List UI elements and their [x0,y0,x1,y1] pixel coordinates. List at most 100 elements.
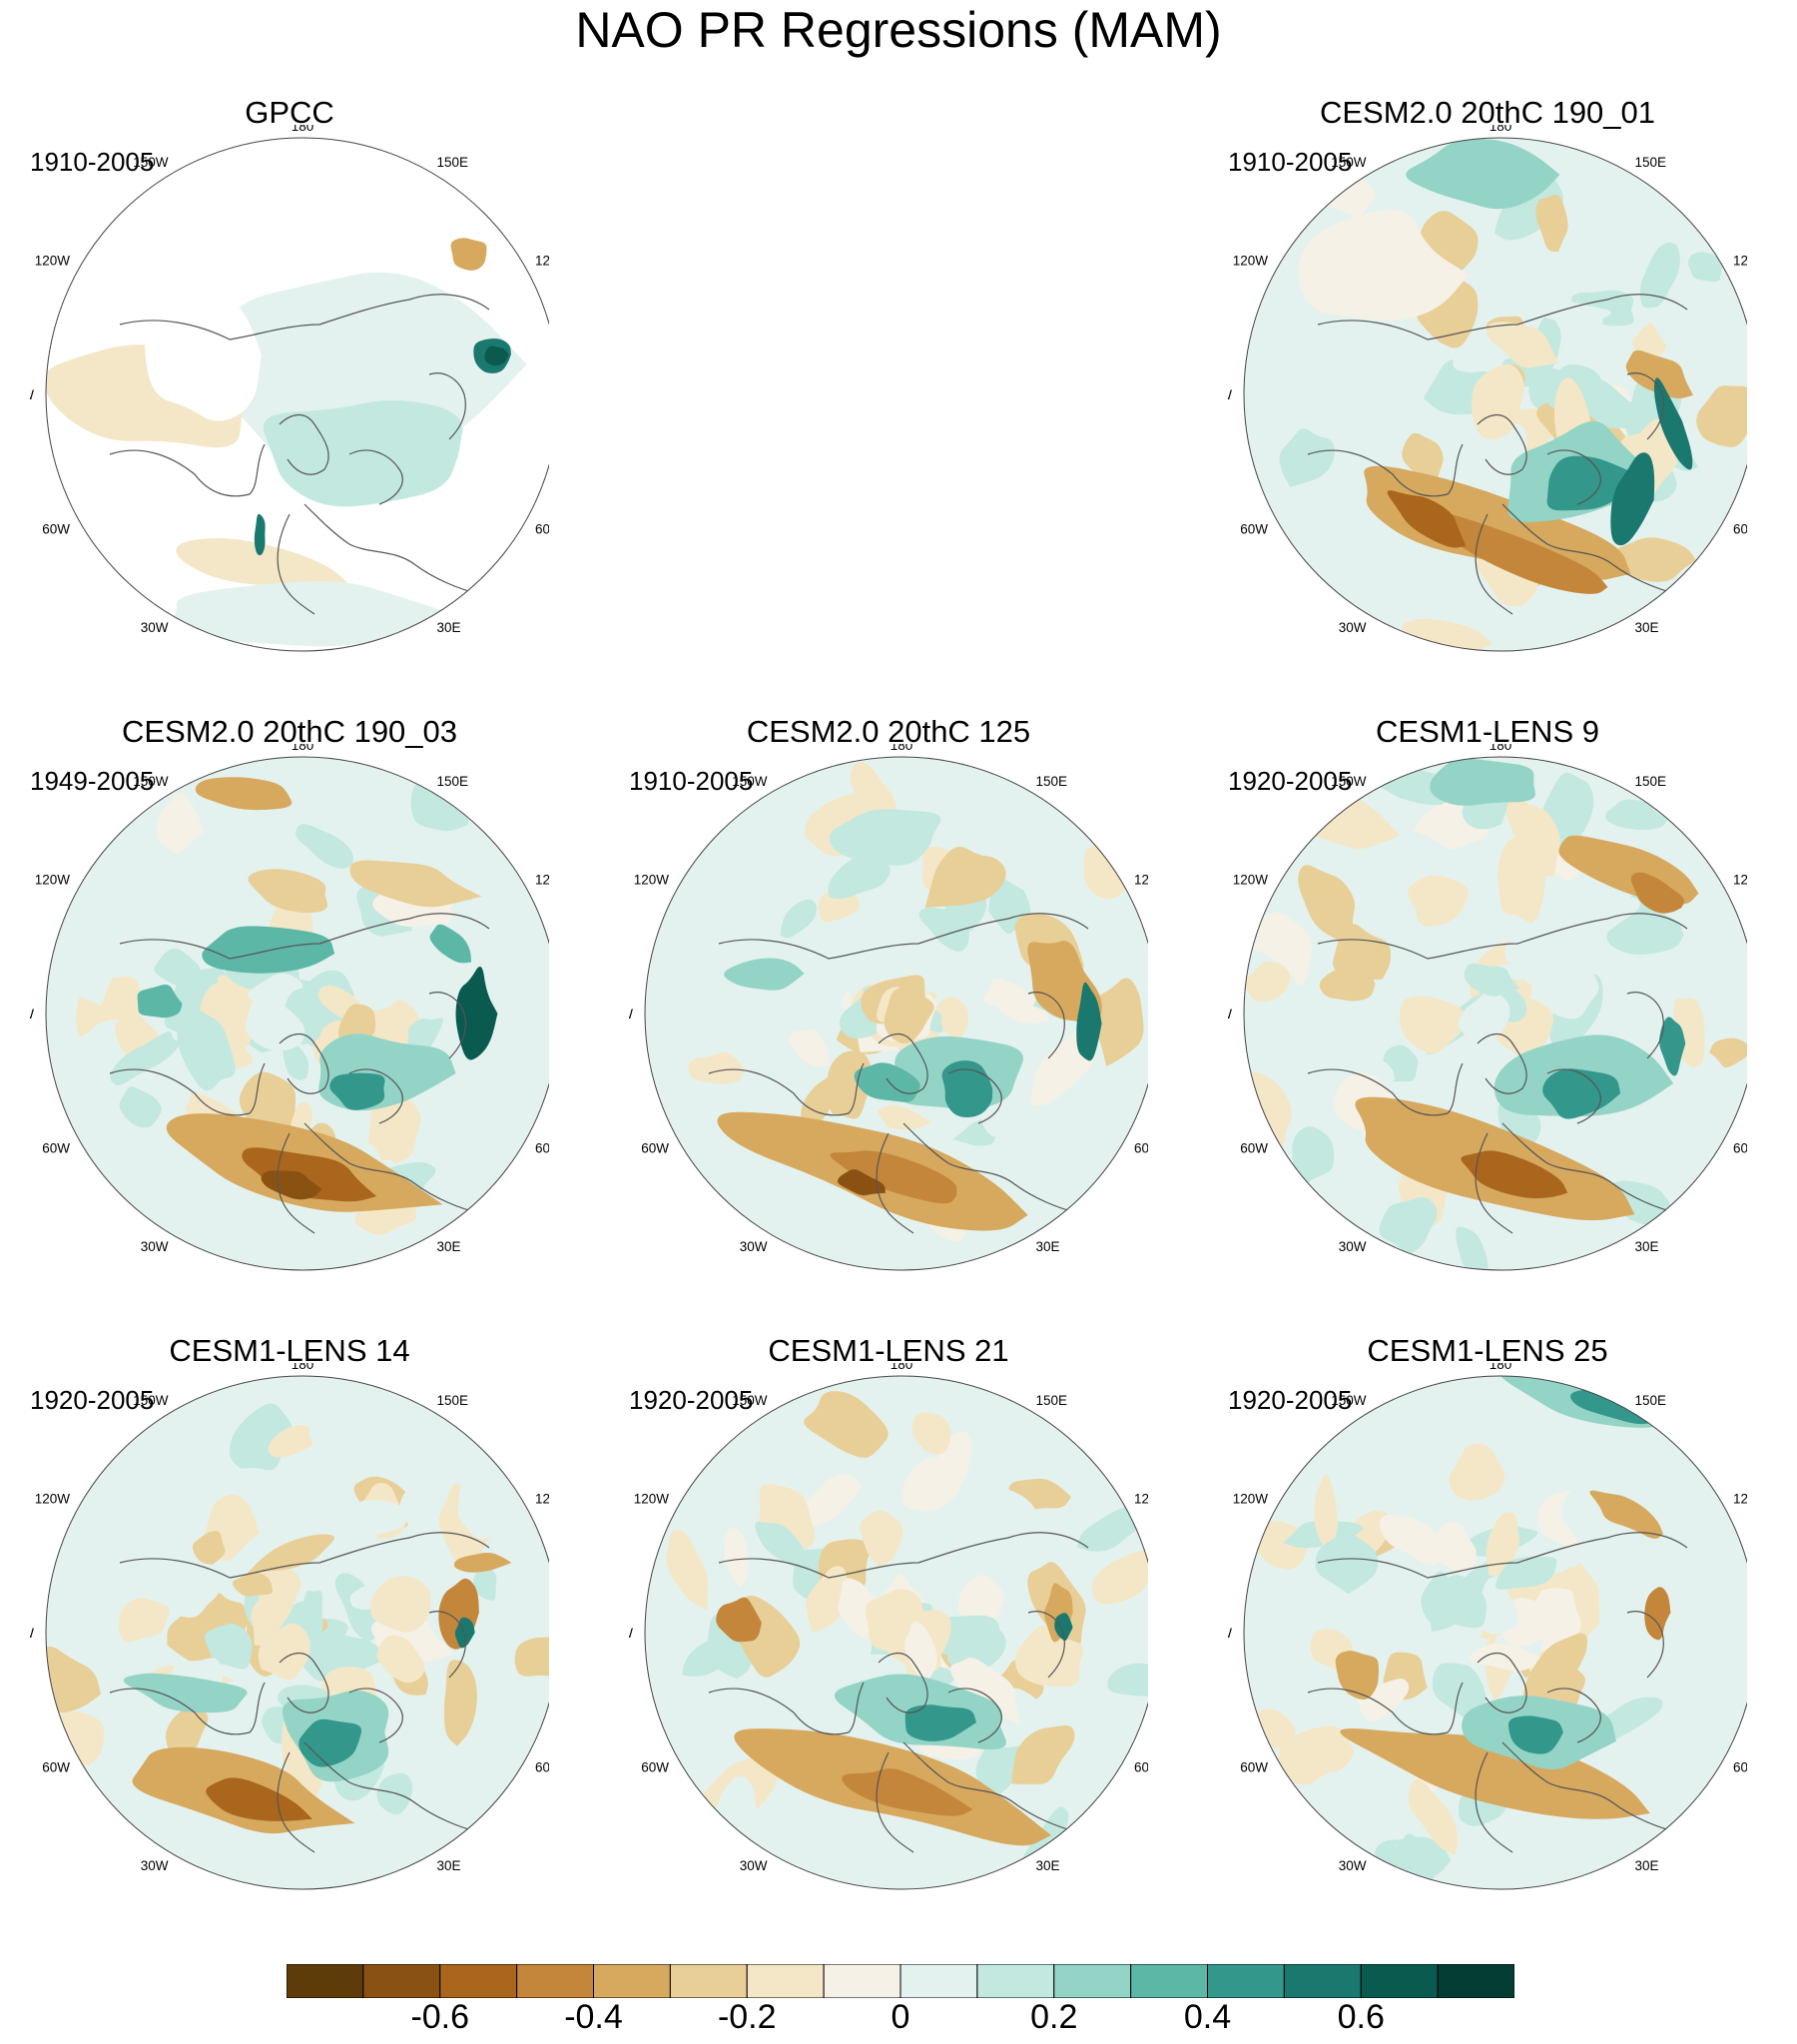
anomaly-patch [1456,1226,1489,1270]
anomaly-patch [992,1133,1026,1165]
anomaly-patch [806,1566,853,1634]
anomaly-patch [1333,924,1392,981]
longitude-label: 30W [1339,1239,1367,1254]
anomaly-patch [416,975,451,1020]
longitude-label: 150W [133,155,169,170]
longitude-label: 30W [1339,1858,1367,1873]
anomaly-patch [376,1772,413,1815]
anomaly-patch [429,924,472,964]
missing-greenland [145,291,262,421]
anomaly-patch [443,1660,477,1746]
panel-title: CESM1-LENS 14 [169,1333,410,1368]
anomaly-patch [329,1072,385,1110]
anomaly-patch [903,1622,937,1682]
anomaly-patch [261,1170,322,1200]
anomaly-patch [1319,966,1376,1002]
colorbar-tick-label: -0.6 [410,1998,470,2036]
anomaly-patch [901,1457,960,1512]
anomaly-patch [295,824,353,869]
longitude-label: 60E [535,1760,549,1775]
longitude-label: 60W [641,1141,669,1156]
anomaly-patch [1292,1126,1335,1186]
anomaly-patch [1407,875,1469,927]
longitude-label: 90W [629,1007,633,1022]
coastlines [109,1532,490,1853]
anomaly-patch [405,1018,443,1051]
anomaly-patch [1298,865,1356,947]
anomaly-patch [453,1552,512,1573]
anomaly-patch [1387,490,1467,548]
anomaly-patch [1453,341,1505,372]
longitude-label: 120E [535,254,549,269]
longitude-label: 120E [1733,1492,1747,1507]
anomaly-patch [1610,452,1655,546]
longitude-label: 30E [437,1239,461,1254]
colorbar-swatch [516,1964,594,1998]
longitude-label: 150E [1635,1393,1667,1408]
anomaly-patch [1011,1724,1075,1784]
longitude-label: 150E [1036,774,1068,789]
longitude-label: 120E [1134,873,1148,888]
colorbar-swatch [1360,1964,1439,1998]
anomaly-patch [1091,1550,1148,1605]
anomaly-patch [828,1050,873,1119]
anomaly-patch [949,1658,1021,1724]
longitude-label: 30W [141,1858,169,1873]
anomaly-patch [1464,963,1520,997]
anomaly-patch [1083,844,1135,900]
anomaly-patch [860,1510,903,1568]
anomaly-patch [1092,978,1144,1067]
anomaly-patch [1644,1587,1671,1641]
anomaly-patch [677,1687,759,1735]
map-border [45,137,549,652]
longitude-label: 180 [891,1363,913,1372]
longitude-label: 60W [1240,1760,1268,1775]
anomaly-patch [528,954,549,1003]
map-border [45,756,549,1271]
anomaly-patch [1449,1443,1505,1501]
anomaly-patch [1244,961,1291,1003]
anomaly-patch [688,1051,745,1084]
panel-period: 1910-2005 [1228,147,1353,177]
colorbar [287,1964,1514,1998]
panel-period: 1920-2005 [1228,1385,1353,1415]
longitude-label: 150E [1036,1393,1068,1408]
coastlines [1307,913,1688,1234]
longitude-label: 60W [1240,1141,1268,1156]
anomaly-patch [1494,175,1563,241]
anomaly-patch [904,1704,976,1741]
polar-map: 180150E120E90E60E30E030W60W90W120W150W [1228,1363,1747,1890]
colorbar-swatch [1053,1964,1132,1998]
anomaly-patch [789,1029,830,1067]
map-panel-cesm1-lens-14: CESM1-LENS 14 1920-2005 180150E120E90E60… [30,1333,549,1892]
anomaly-patch [1076,1505,1144,1552]
anomaly-patch [1418,510,1608,594]
longitude-label: 30E [1036,1858,1060,1873]
longitude-label: 120W [1233,873,1269,888]
longitude-label: 60W [42,1141,70,1156]
anomaly-patch [46,1646,101,1713]
longitude-label: 180 [1490,744,1512,753]
anomaly-patch [1505,795,1560,878]
longitude-label: 120W [634,1492,670,1507]
precip-field [46,138,549,651]
longitude-label: 90W [629,1626,633,1641]
panel-title: CESM1-LENS 9 [1376,714,1599,749]
longitude-label: 60E [535,522,549,537]
anomaly-patch [1244,374,1266,416]
anomaly-patch [830,1150,957,1204]
anomaly-patch [1364,465,1631,581]
panel-title: CESM1-LENS 21 [768,1333,1009,1368]
anomaly-patch [204,1623,253,1670]
anomaly-patch [1458,989,1510,1039]
anomaly-patch [842,1768,973,1816]
map-border [45,1375,549,1890]
map-panel-cesm2-190-01: CESM2.0 20thC 190_01 1910-2005 180 150E 12… [1228,95,1747,654]
colorbar-swatch [823,1964,901,1998]
colorbar-swatch [746,1964,825,1998]
anomaly-patch [399,1480,430,1533]
anomaly-patch [335,1500,407,1538]
longitude-label: 90W [30,1626,34,1641]
anomaly-patch [156,792,205,854]
polar-map: 180150E120E90E60E30E030W60W90W120W150W [1228,125,1747,652]
